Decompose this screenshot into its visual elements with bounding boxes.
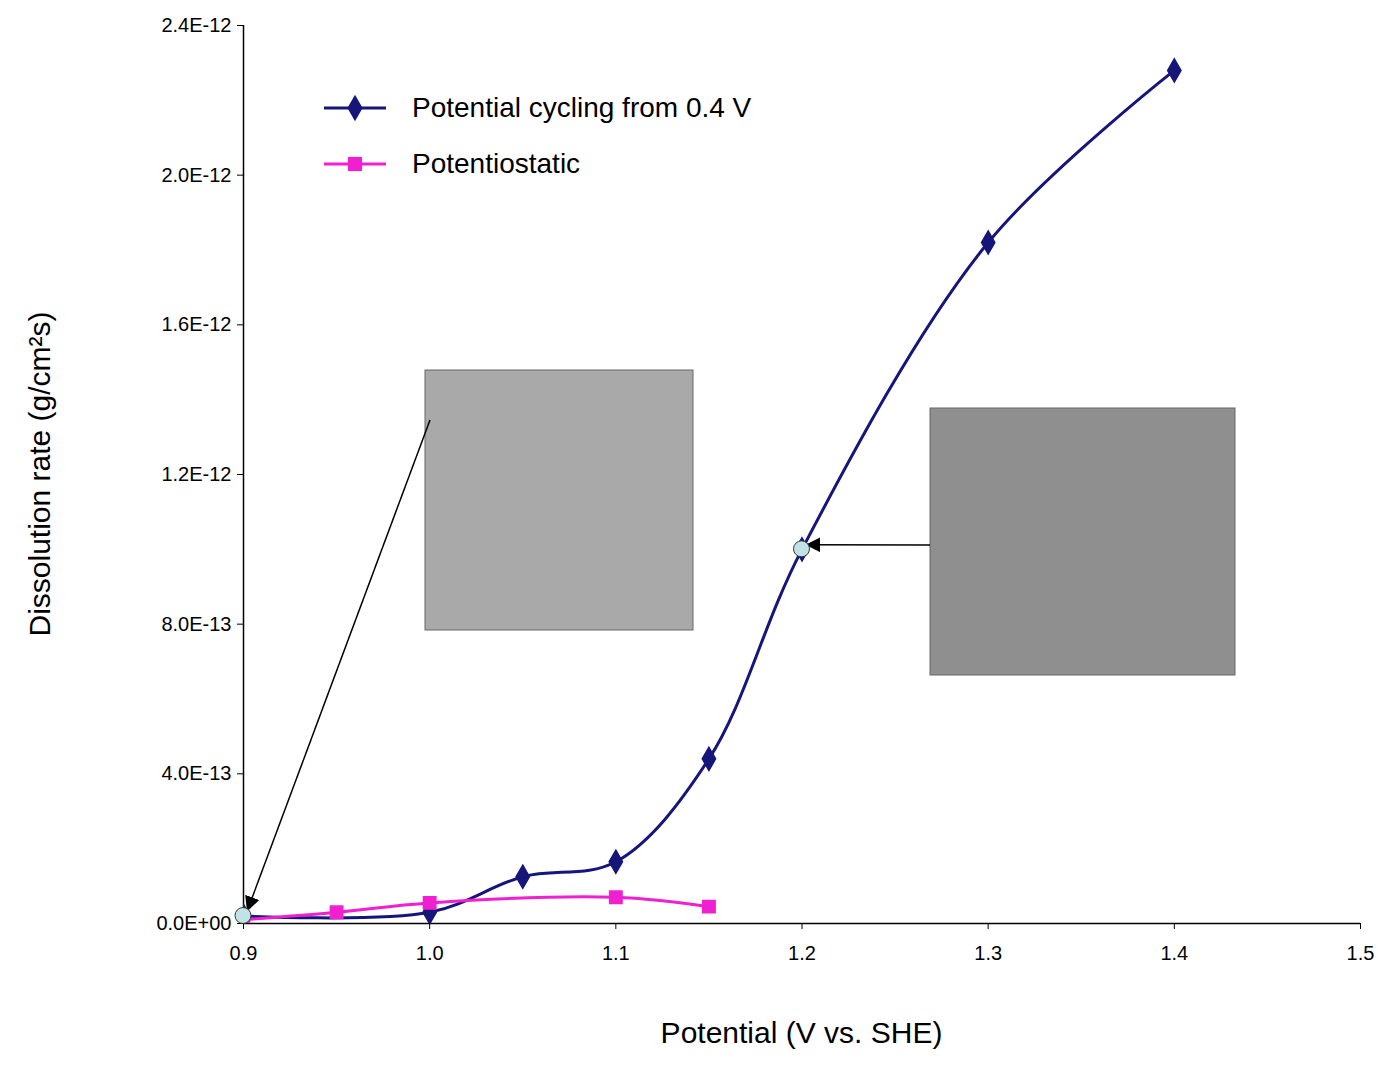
svg-text:4.0E-13: 4.0E-13 (161, 762, 231, 784)
svg-text:8.0E-13: 8.0E-13 (161, 613, 231, 635)
svg-text:1.2E-12: 1.2E-12 (161, 463, 231, 485)
svg-text:1.3: 1.3 (974, 942, 1002, 964)
svg-text:0.9: 0.9 (230, 942, 258, 964)
html-text:Dissolution rate (g/cm²s): Dissolution rate (g/cm²s) (23, 311, 56, 637)
svg-text:1.0: 1.0 (416, 942, 444, 964)
svg-text:1.1: 1.1 (602, 942, 630, 964)
svg-text:1.6E-12: 1.6E-12 (161, 313, 231, 335)
html-text:Potential (V vs. SHE): Potential (V vs. SHE) (660, 1016, 943, 1049)
svg-text:1.4: 1.4 (1160, 942, 1188, 964)
svg-text:1.5: 1.5 (1347, 942, 1375, 964)
svg-text:2.0E-12: 2.0E-12 (161, 164, 231, 186)
svg-text:1.2: 1.2 (788, 942, 816, 964)
html-text:Potential cycling from 0.4 V: Potential cycling from 0.4 V (412, 92, 752, 123)
html-text:Potentiostatic: Potentiostatic (412, 148, 581, 179)
svg-text:0.0E+00: 0.0E+00 (156, 912, 231, 934)
svg-text:2.4E-12: 2.4E-12 (161, 14, 231, 36)
